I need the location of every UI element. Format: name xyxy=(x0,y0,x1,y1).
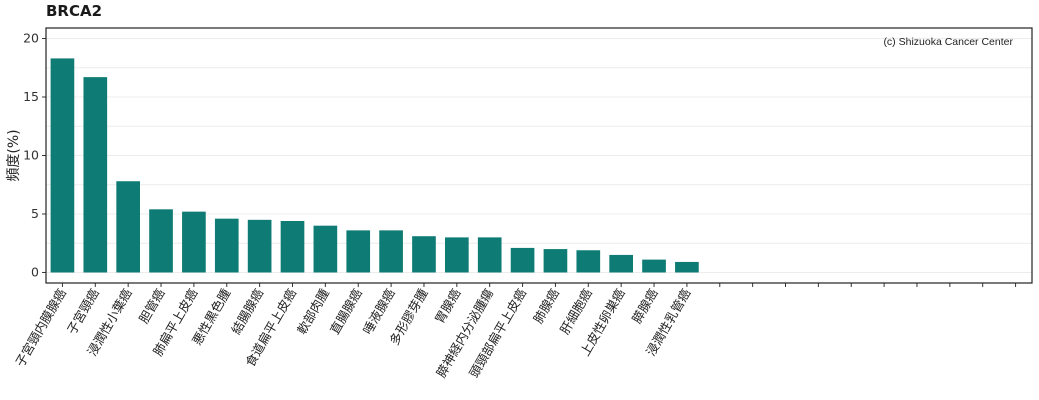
bar xyxy=(576,250,601,273)
bar xyxy=(116,181,140,273)
copyright-annotation: (c) Shizuoka Cancer Center xyxy=(883,36,1013,48)
bar xyxy=(543,249,568,273)
bar xyxy=(412,236,436,273)
bar xyxy=(313,225,338,273)
y-tick-label: 20 xyxy=(23,31,39,46)
bar xyxy=(83,77,108,273)
plot-border xyxy=(45,27,1033,284)
y-tick-label: 10 xyxy=(23,148,39,163)
bar xyxy=(50,58,75,273)
chart-title: BRCA2 xyxy=(46,2,103,20)
y-tick-label: 0 xyxy=(31,264,39,279)
x-tick-label: 胆管癌 xyxy=(136,286,168,326)
bar xyxy=(247,219,272,273)
y-axis-label: 頻度(%) xyxy=(6,129,22,181)
y-tick-label: 15 xyxy=(23,89,39,104)
bar xyxy=(510,247,535,273)
bar xyxy=(280,221,305,273)
bar xyxy=(445,237,469,273)
bar xyxy=(675,261,699,273)
x-tick-label: 子宮頸内膜腺癌 xyxy=(12,286,69,369)
bar xyxy=(149,209,173,273)
bar xyxy=(477,237,502,273)
x-tick-label: 胃腺癌 xyxy=(432,286,464,326)
bar xyxy=(379,230,403,273)
bar xyxy=(214,218,239,273)
bar xyxy=(346,230,371,273)
bar xyxy=(609,254,633,273)
y-tick-label: 5 xyxy=(31,206,39,221)
bar xyxy=(182,211,206,273)
x-tick-label: 膵腺癌 xyxy=(629,286,661,326)
bar xyxy=(642,259,666,273)
x-tick-label: 肺腺癌 xyxy=(530,286,562,326)
